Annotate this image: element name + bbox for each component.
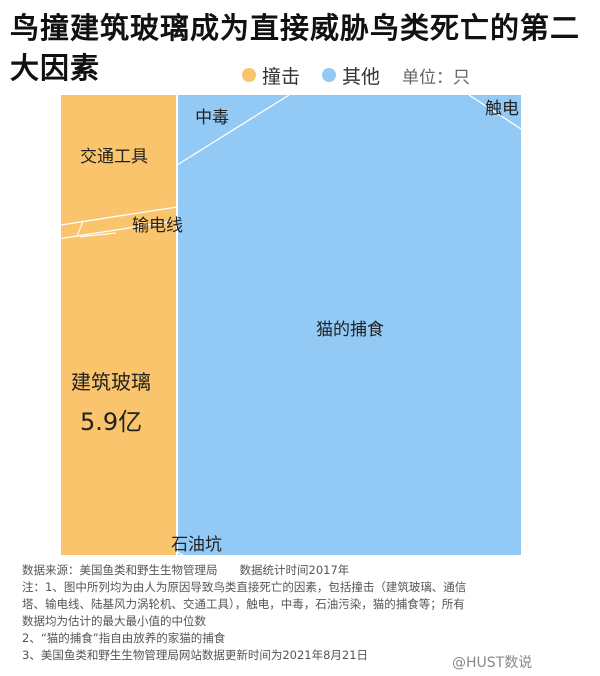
footnote-source-line: 数据来源：美国鱼类和野生生物管理局 数据统计时间2017年 [22, 562, 592, 579]
cell-poison-divider [176, 94, 290, 166]
cell-tower-divider [76, 220, 84, 237]
legend-swatch-impact [242, 68, 256, 82]
legend-item-impact: 撞击 [242, 62, 300, 89]
label-building-glass: 建筑玻璃 [71, 370, 151, 394]
separator-power [60, 219, 178, 240]
cell-oilpit-divider [176, 551, 184, 556]
label-building-glass-value: 5.9亿 [80, 408, 142, 436]
footnote-stat-time: 数据统计时间2017年 [239, 563, 350, 577]
footnote-line-3: 数据均为估计的最大最小值的中位数 [22, 614, 206, 628]
label-power-line: 输电线 [132, 216, 183, 236]
legend-item-other: 其他 [322, 62, 380, 89]
label-oil-pit: 石油坑 [171, 535, 222, 555]
legend-swatch-other [322, 68, 337, 82]
footnote-line-1: 注：1、图中所列均为由人为原因导致鸟类直接死亡的因素，包括撞击（建筑玻璃、通信 [22, 580, 467, 594]
footnote-source: 数据来源：美国鱼类和野生生物管理局 [22, 563, 218, 577]
legend-label-other: 其他 [342, 65, 381, 88]
cell-electrocution-divider [468, 94, 522, 130]
label-cat-predation: 猫的捕食 [316, 320, 384, 340]
footnote-line-5: 3、美国鱼类和野生生物管理局网站数据更新时间为2021年8月21日 [22, 648, 369, 662]
treemap-group-other [177, 95, 521, 555]
footnotes: 数据来源：美国鱼类和野生生物管理局 数据统计时间2017年 注：1、图中所列均为由… [22, 562, 592, 664]
label-poison: 中毒 [195, 108, 229, 128]
footnote-line-4: 2、“猫的捕食”指自由放养的家猫的捕食 [22, 631, 226, 645]
legend-label-impact: 撞击 [262, 65, 301, 88]
label-electrocution: 触电 [485, 99, 519, 119]
cell-wind-divider [79, 232, 117, 238]
label-traffic: 交通工具 [80, 147, 148, 167]
chart-title: 鸟撞建筑玻璃成为直接威胁鸟类死亡的第二大因素 [10, 11, 581, 85]
legend: 撞击 其他 单位：只 [242, 62, 470, 88]
footnote-line-2: 塔、输电线、陆基风力涡轮机、交通工具），触电，中毒，石油污染，猫的捕食等；所有 [22, 597, 465, 611]
treemap-group-impact [61, 95, 178, 555]
legend-unit: 单位：只 [402, 67, 471, 88]
watermark: @HUST数说 [452, 655, 533, 671]
separator-traffic [60, 206, 178, 226]
